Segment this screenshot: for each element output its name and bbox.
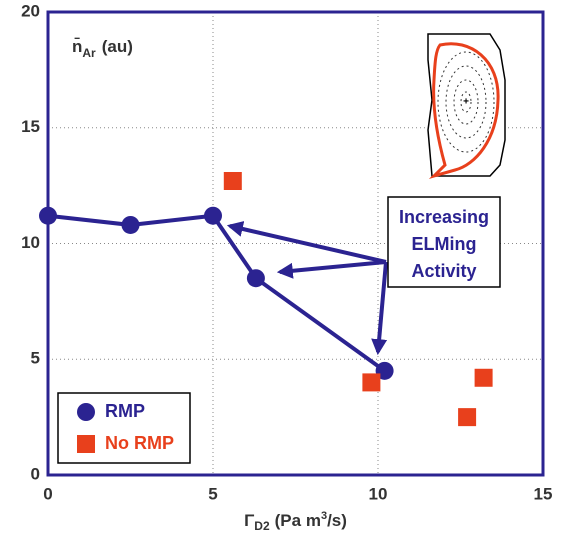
data-point <box>362 373 381 392</box>
legend-label: RMP <box>105 401 145 421</box>
y-axis-label-part: Ar <box>82 46 96 60</box>
data-point <box>246 269 265 288</box>
series-line <box>47 213 386 373</box>
plot-frame <box>46 10 545 477</box>
y-tick-label: 20 <box>21 1 40 20</box>
annotation-text: Increasing <box>399 207 489 227</box>
x-tick-label: 5 <box>208 484 217 503</box>
legend-marker <box>77 403 95 421</box>
x-axis-label-part: Γ <box>244 511 254 530</box>
y-axis-label-part: n̄ <box>72 37 82 56</box>
y-axis-label-part: (au) <box>102 37 133 56</box>
annotation-arrow <box>276 260 387 279</box>
x-axis-label-part: 3 <box>321 510 327 522</box>
legend-marker <box>77 435 95 453</box>
x-tick-label: 0 <box>43 484 52 503</box>
data-point <box>204 206 222 225</box>
x-axis-label: ΓD2 (Pa m3/s) <box>244 510 347 533</box>
y-tick-label: 15 <box>21 117 40 136</box>
annotation-box <box>387 196 501 288</box>
x-tick-label: 10 <box>369 484 388 503</box>
y-tick-label: 5 <box>31 349 40 368</box>
data-point <box>474 368 493 387</box>
annotation-arrow <box>371 261 388 356</box>
y-tick-label: 0 <box>31 464 40 483</box>
data-point <box>39 206 57 225</box>
annotation-text: ELMing <box>412 234 477 254</box>
plasma-inset: + <box>427 33 506 180</box>
legend-label: No RMP <box>105 433 174 453</box>
y-tick-label: 10 <box>21 233 40 252</box>
x-axis-label-part: (Pa m <box>275 511 321 530</box>
y-axis-label: n̄Ar (au) <box>72 37 133 60</box>
annotation-text: Activity <box>411 261 476 281</box>
x-tick-label: 15 <box>534 484 553 503</box>
data-point <box>121 215 140 234</box>
data-point <box>458 408 477 427</box>
data-point <box>223 171 242 190</box>
x-axis-label-part: /s) <box>327 511 347 530</box>
annotation-arrow <box>226 221 387 264</box>
svg-text:+: + <box>463 97 469 108</box>
x-axis-label-part: D2 <box>254 519 270 533</box>
